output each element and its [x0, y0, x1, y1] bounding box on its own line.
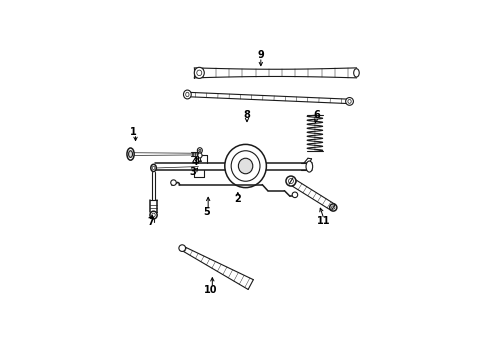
Ellipse shape [197, 153, 202, 158]
Ellipse shape [348, 99, 351, 103]
Text: 4: 4 [192, 157, 198, 167]
Ellipse shape [332, 206, 335, 209]
Text: 9: 9 [257, 50, 264, 60]
Text: 1: 1 [130, 127, 137, 137]
Text: 6: 6 [313, 110, 319, 120]
Ellipse shape [292, 192, 298, 198]
Ellipse shape [306, 161, 313, 172]
Ellipse shape [197, 148, 202, 153]
Ellipse shape [150, 211, 157, 219]
Ellipse shape [289, 179, 294, 184]
Text: 8: 8 [244, 110, 250, 120]
Ellipse shape [186, 92, 189, 97]
Ellipse shape [127, 148, 134, 160]
Ellipse shape [183, 90, 191, 99]
Ellipse shape [179, 245, 186, 251]
Ellipse shape [354, 69, 359, 77]
Ellipse shape [152, 166, 155, 170]
Text: 11: 11 [317, 216, 330, 226]
Text: 2: 2 [234, 194, 241, 204]
Ellipse shape [330, 204, 337, 211]
Ellipse shape [225, 144, 267, 188]
Ellipse shape [128, 151, 132, 157]
Ellipse shape [199, 149, 201, 152]
Ellipse shape [195, 67, 204, 78]
Ellipse shape [197, 70, 202, 76]
Ellipse shape [171, 180, 176, 185]
Ellipse shape [345, 98, 353, 105]
Text: 3: 3 [190, 167, 196, 177]
Ellipse shape [231, 151, 260, 181]
Ellipse shape [238, 158, 253, 174]
Ellipse shape [151, 164, 156, 172]
Text: 7: 7 [147, 217, 154, 227]
Ellipse shape [286, 176, 296, 186]
Ellipse shape [152, 213, 155, 217]
Text: 5: 5 [203, 207, 210, 217]
Text: 10: 10 [204, 285, 218, 295]
